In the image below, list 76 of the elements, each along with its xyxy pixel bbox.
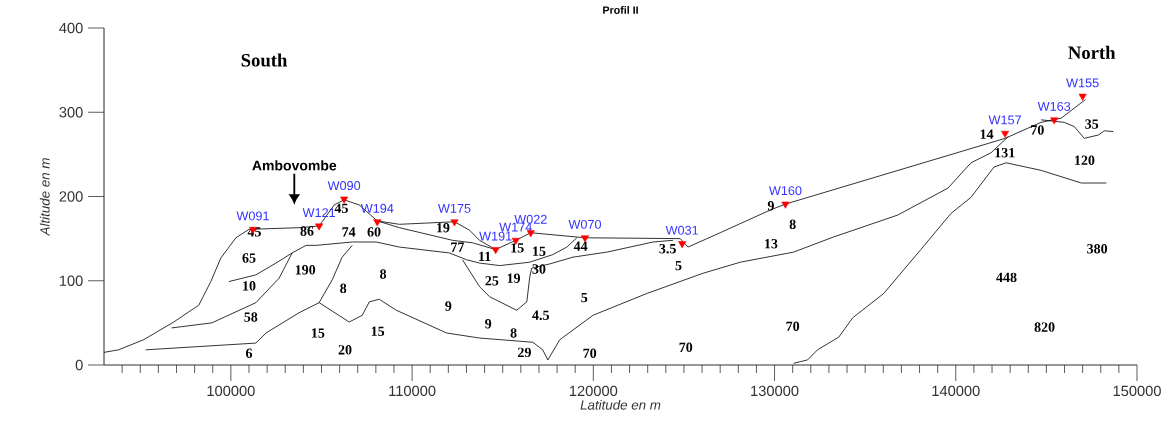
annotation: 30 [532, 264, 546, 274]
annotation: 44 [573, 241, 588, 251]
annotation: 77 [451, 242, 465, 252]
y-tick-label: 0 [75, 359, 83, 371]
x-tick-label: 120000 [569, 385, 618, 397]
annotation: 131 [995, 147, 1015, 158]
annotation: W174 [499, 222, 532, 232]
annotation: 86 [300, 226, 314, 236]
annotation: 60 [367, 227, 381, 237]
annotation: 70 [583, 348, 597, 358]
annotation: W194 [360, 203, 394, 213]
annotation: 70 [786, 321, 800, 331]
annotation: 9 [767, 201, 774, 211]
annotation: W121 [302, 208, 336, 218]
annotation: 9 [445, 301, 452, 311]
annotation: W090 [327, 181, 361, 191]
annotation: 25 [485, 276, 499, 286]
annotation: 70 [1031, 125, 1044, 135]
chart-title: Profil II [603, 6, 638, 14]
annotation: 45 [334, 203, 348, 213]
y-tick-label: 100 [59, 275, 83, 286]
annotation: W022 [514, 214, 547, 224]
annotation: 15 [371, 326, 385, 336]
annotation: 74 [342, 227, 356, 237]
annotation: 9 [485, 319, 492, 329]
annotation: W191 [479, 231, 512, 241]
x-axis-title: Latitude en m [580, 399, 661, 410]
annotation: 5 [581, 292, 588, 303]
annotation: 8 [789, 219, 796, 230]
annotation: 10 [243, 281, 256, 291]
annotation: South [241, 53, 288, 67]
annotation: 14 [980, 129, 994, 139]
annotation: 4.5 [532, 310, 549, 320]
annotation: W160 [768, 186, 802, 196]
y-tick-label: 200 [59, 191, 83, 202]
annotation: 5 [675, 260, 682, 271]
annotation: 380 [1087, 244, 1108, 254]
annotation: 820 [1034, 322, 1055, 332]
y-tick-label: 300 [59, 107, 83, 118]
annotation: 448 [996, 272, 1017, 283]
annotation: W163 [1037, 101, 1071, 111]
x-tick-label: 150000 [1113, 385, 1161, 397]
annotation: 6 [245, 348, 253, 358]
annotation: W175 [438, 204, 471, 213]
annotation: Ambovombe [252, 160, 337, 171]
y-axis-title: Altitude en m [39, 158, 50, 237]
x-tick-label: 140000 [932, 385, 980, 397]
annotation: 8 [510, 328, 517, 338]
annotation: 58 [244, 312, 258, 322]
annotation: North [1068, 45, 1116, 60]
annotation: 8 [380, 269, 387, 279]
x-tick-label: 110000 [389, 385, 436, 397]
annotation: 15 [511, 243, 524, 253]
annotation: W155 [1066, 78, 1099, 88]
annotation: 29 [518, 347, 531, 358]
annotation: 20 [338, 345, 352, 355]
annotation: 65 [242, 253, 256, 263]
annotation: 3.5 [659, 244, 676, 254]
annotation: W031 [665, 225, 699, 235]
annotation: 120 [1075, 155, 1095, 166]
annotation: 11 [479, 251, 491, 261]
annotation: W070 [568, 219, 602, 229]
x-tick-label: 100000 [207, 385, 255, 397]
annotation: 19 [437, 222, 450, 233]
annotation: W157 [988, 115, 1021, 125]
annotation: 190 [295, 265, 316, 275]
annotation: W091 [236, 211, 269, 221]
annotation: 35 [1085, 119, 1099, 129]
annotation: 8 [340, 283, 347, 294]
x-tick-label: 130000 [751, 385, 799, 397]
y-tick-label: 400 [59, 22, 83, 34]
annotation: 13 [765, 238, 778, 249]
annotation: 19 [507, 273, 521, 283]
annotation: 70 [679, 342, 693, 353]
annotation: 15 [533, 246, 546, 256]
annotation: 15 [311, 328, 325, 338]
